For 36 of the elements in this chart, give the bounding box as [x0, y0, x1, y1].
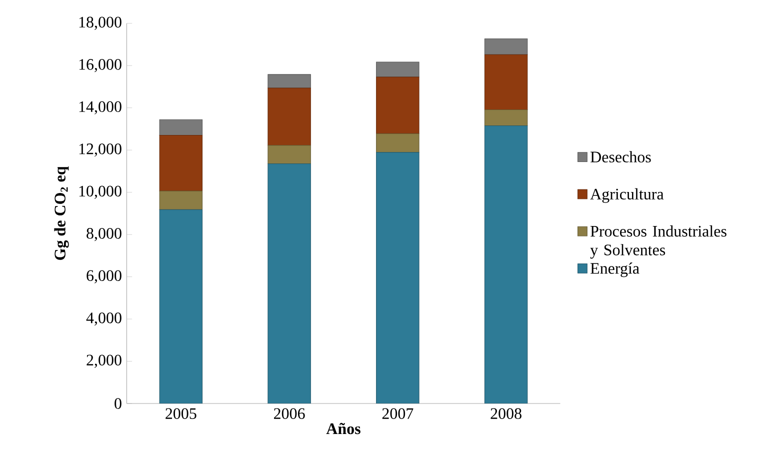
bar	[376, 62, 420, 78]
x-tick-label: 2008	[490, 408, 522, 419]
legend-label: Procesos Industriales y Solventes	[590, 225, 726, 259]
bar	[268, 163, 311, 404]
y-tick-label: 4,000	[86, 312, 122, 326]
y-tick-label: 2,000	[86, 354, 122, 368]
bar	[484, 38, 528, 55]
x-tick-label: 2005	[166, 408, 196, 419]
y-tick-label: 8,000	[86, 228, 122, 241]
bar	[376, 76, 420, 134]
y-tick-label: 0	[114, 398, 122, 409]
bar	[484, 109, 528, 126]
y-tick-label: 18,000	[79, 16, 122, 30]
y-tick-label: 14,000	[79, 101, 122, 114]
y-axis-title: Gg de CO$_{2}$ eq	[54, 166, 69, 260]
bar	[268, 145, 311, 164]
bar	[268, 74, 311, 88]
bar	[484, 54, 528, 110]
x-axis-title: Años	[326, 422, 360, 434]
bar	[159, 134, 203, 192]
y-tick-label: 12,000	[79, 143, 122, 157]
bar	[484, 125, 528, 404]
bar	[376, 133, 420, 153]
bar	[268, 88, 311, 146]
y-tick-label: 10,000	[79, 186, 122, 199]
bar	[376, 152, 420, 404]
legend-label: Energía	[590, 262, 640, 278]
x-tick-label: 2007	[382, 408, 414, 419]
bar	[159, 119, 203, 136]
bar	[159, 209, 203, 404]
bar	[159, 190, 203, 210]
legend-label: Agricultura	[590, 188, 664, 203]
x-tick-label: 2006	[274, 408, 305, 419]
legend-label: Desechos	[590, 151, 651, 162]
y-tick-label: 16,000	[79, 58, 122, 72]
y-tick-label: 6,000	[86, 270, 122, 284]
